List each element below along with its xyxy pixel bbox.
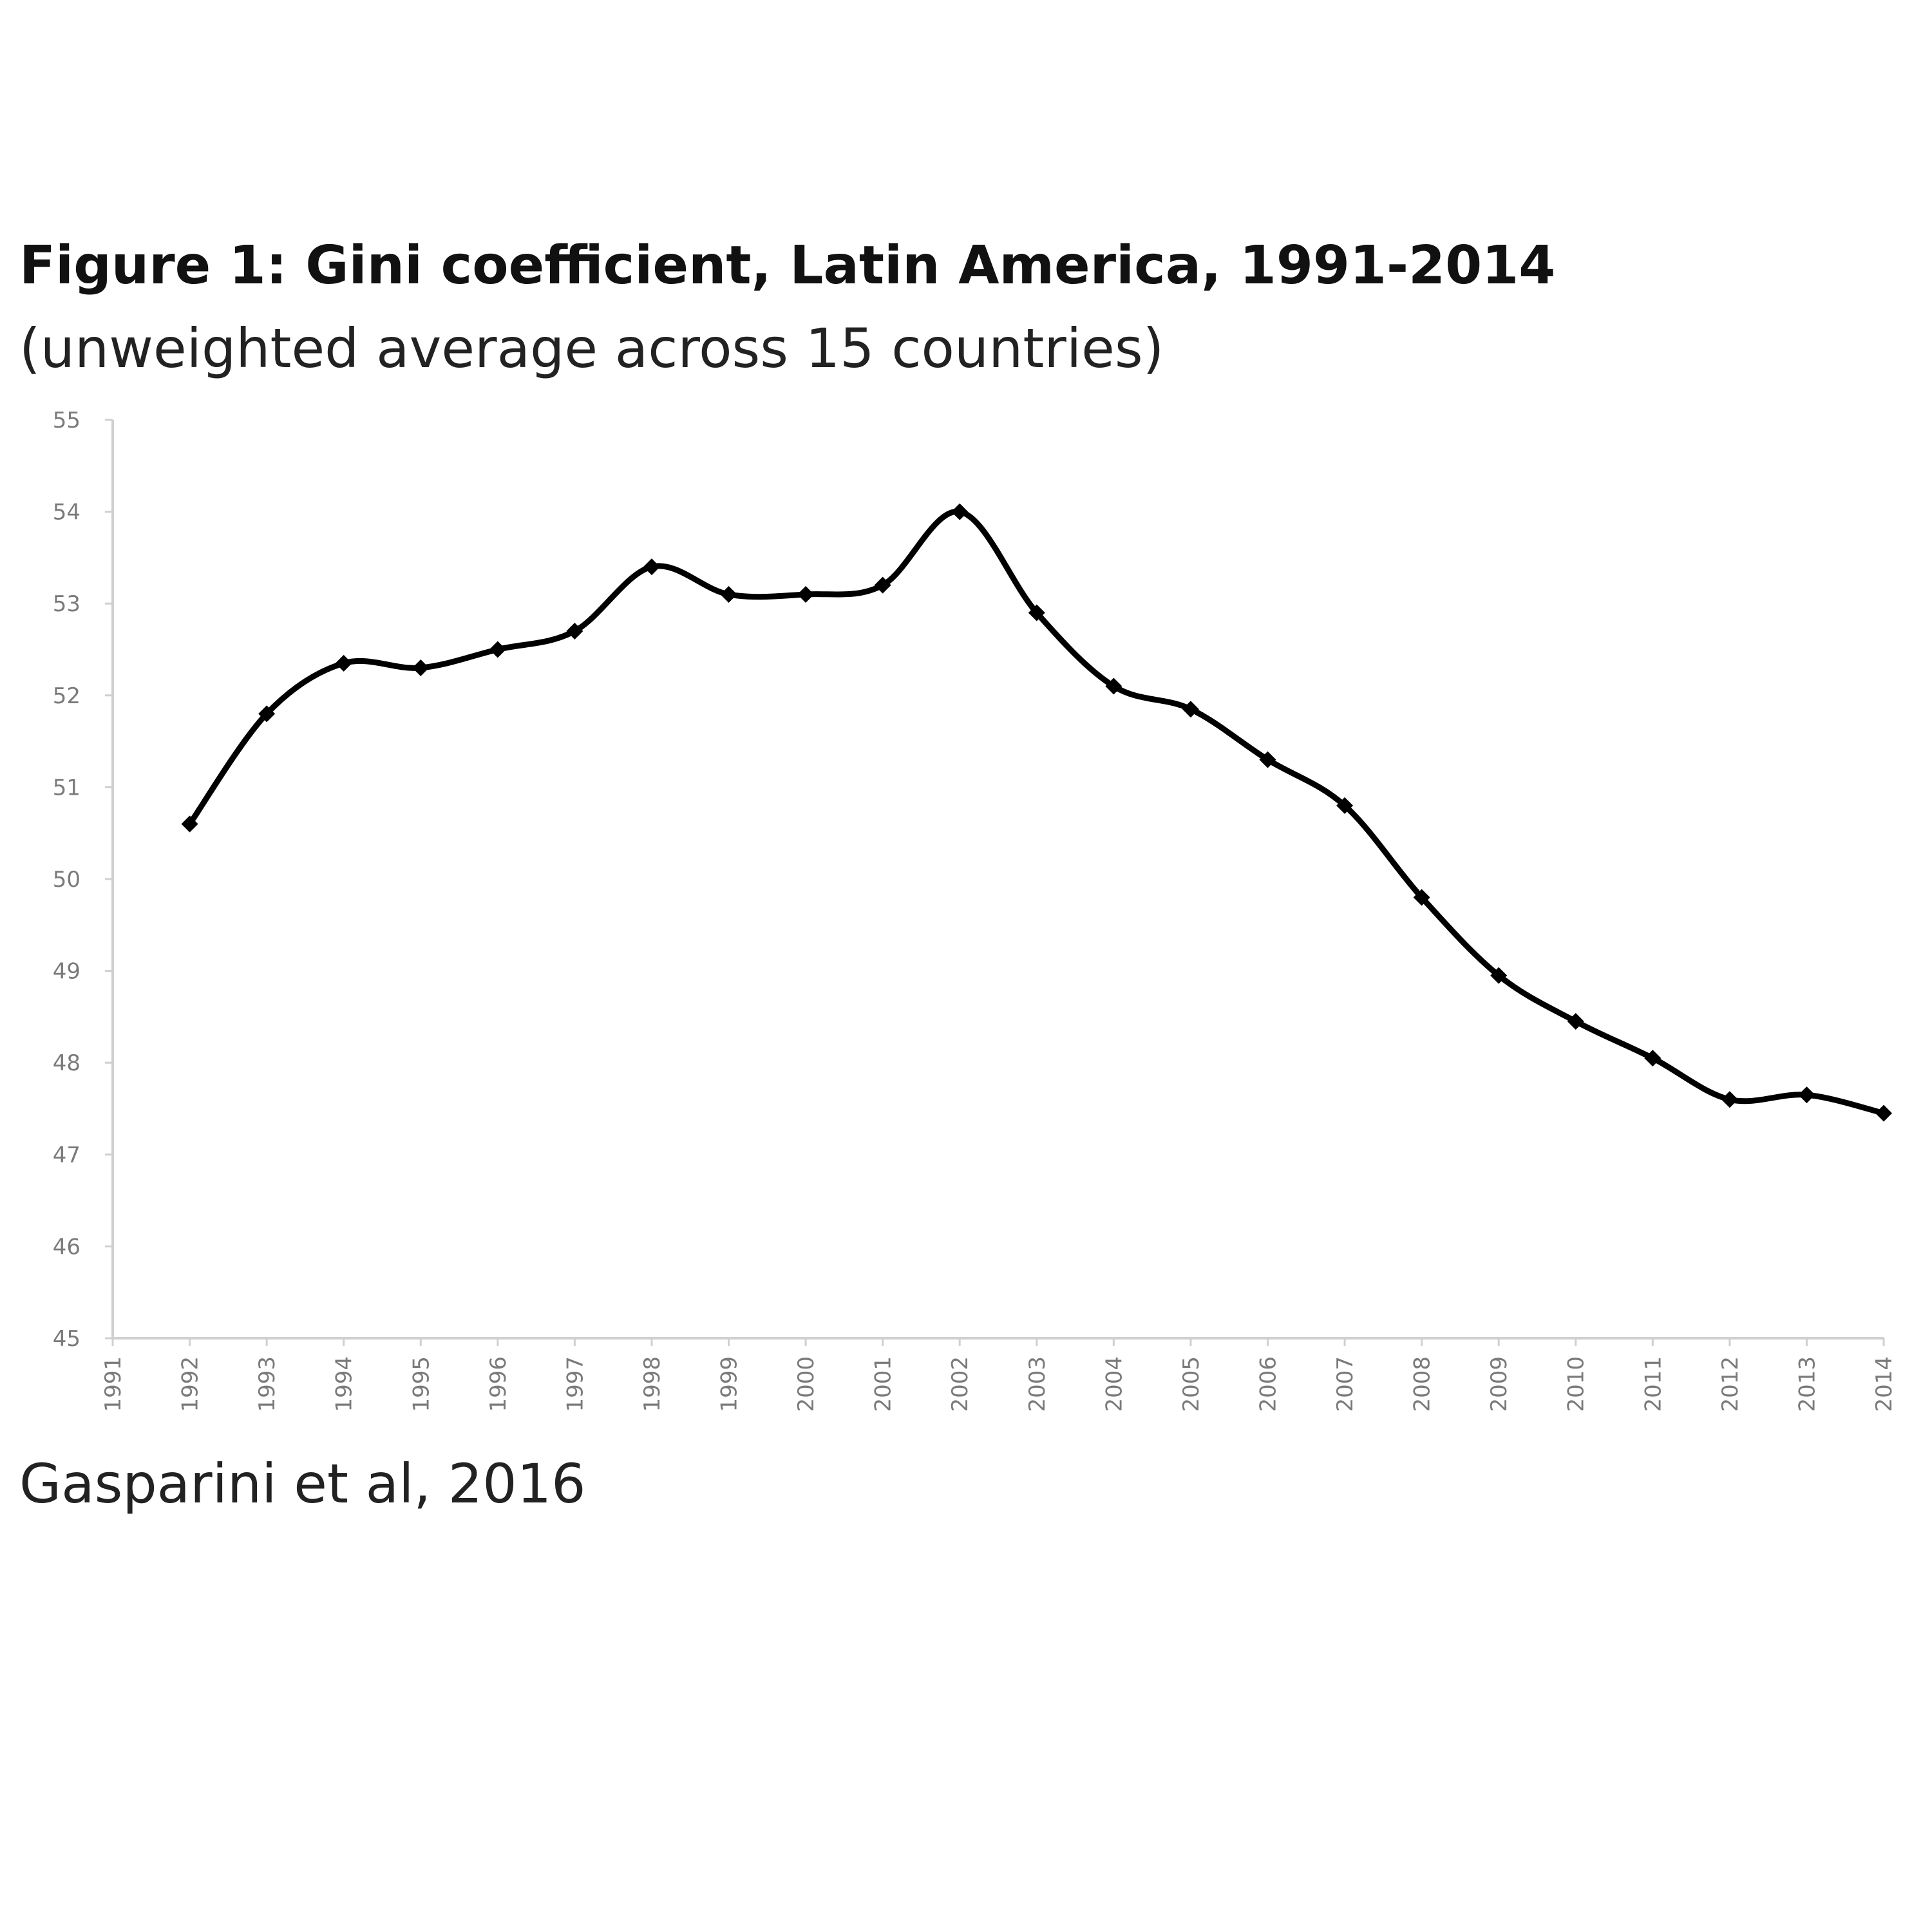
data-point-marker (1105, 677, 1122, 695)
data-point-marker (1567, 1013, 1584, 1030)
data-point-marker (1259, 751, 1276, 768)
x-tick-label: 2001 (871, 1356, 896, 1412)
data-point-marker (1490, 967, 1508, 984)
series-line (187, 509, 1887, 1117)
chart-title: Figure 1: Gini coefficient, Latin Americ… (19, 235, 1556, 296)
data-point-marker (181, 815, 198, 833)
chart-source: Gasparini et al, 2016 (19, 1452, 586, 1515)
data-point-marker (951, 503, 969, 520)
y-tick-label: 49 (53, 959, 80, 985)
x-tick-label: 1997 (562, 1356, 588, 1412)
data-point-marker (566, 622, 583, 639)
data-point-marker (412, 659, 430, 677)
x-tick-label: 1996 (486, 1356, 511, 1412)
x-tick-label: 2007 (1332, 1356, 1358, 1412)
series-lines (187, 509, 1887, 1117)
x-tick-label: 1995 (408, 1356, 434, 1412)
x-tick-label: 2003 (1025, 1356, 1050, 1412)
x-tick-label: 1993 (254, 1356, 280, 1412)
data-point-marker (643, 558, 660, 576)
x-tick-label: 2009 (1486, 1356, 1512, 1412)
data-point-marker (335, 654, 352, 672)
y-tick-label: 55 (53, 408, 80, 433)
x-tick-label: 2014 (1871, 1356, 1897, 1412)
x-axis-ticks: 1991 1992 1993 1994 1995 1996 1997 1998 1999 2000… (100, 1338, 1897, 1412)
y-tick-label: 45 (53, 1326, 80, 1352)
x-tick-label: 2011 (1640, 1356, 1666, 1412)
x-tick-label: 2002 (947, 1356, 973, 1412)
y-tick-label: 54 (53, 500, 80, 526)
x-tick-label: 1999 (717, 1356, 743, 1412)
y-tick-label: 51 (53, 775, 80, 800)
data-point-marker (258, 705, 276, 723)
data-point-marker (489, 641, 506, 658)
x-tick-label: 2013 (1794, 1356, 1820, 1412)
x-tick-label: 1992 (178, 1356, 204, 1412)
data-point-marker (797, 585, 815, 603)
data-point-marker (1721, 1091, 1738, 1108)
chart-subtitle: (unweighted average across 15 countries) (19, 317, 1164, 380)
y-axis-ticks: 45 46 47 48 49 50 51 52 53 54 55 (53, 408, 113, 1352)
x-tick-label: 2004 (1101, 1356, 1127, 1412)
x-tick-label: 2008 (1410, 1356, 1435, 1412)
data-point-marker (1413, 889, 1430, 906)
data-point-marker (874, 576, 891, 594)
data-point-marker (1644, 1050, 1662, 1067)
x-tick-label: 2012 (1718, 1356, 1743, 1412)
y-tick-label: 47 (53, 1142, 80, 1168)
x-tick-label: 2006 (1255, 1356, 1281, 1412)
data-point-marker (720, 585, 737, 603)
data-point-marker (1182, 701, 1199, 718)
data-point-marker (1336, 797, 1354, 814)
y-tick-label: 50 (53, 867, 80, 893)
y-tick-label: 46 (53, 1234, 80, 1260)
x-tick-label: 1994 (332, 1356, 357, 1412)
y-tick-label: 52 (53, 683, 80, 709)
x-tick-label: 2005 (1179, 1356, 1204, 1412)
series-markers (181, 503, 1892, 1122)
x-tick-label: 1991 (100, 1356, 126, 1412)
y-tick-label: 53 (53, 591, 80, 617)
x-tick-label: 2000 (793, 1356, 819, 1412)
x-tick-label: 1998 (639, 1356, 665, 1412)
x-tick-label: 2010 (1564, 1356, 1589, 1412)
y-tick-label: 48 (53, 1050, 80, 1076)
data-point-marker (1028, 604, 1045, 621)
data-point-marker (1875, 1104, 1892, 1122)
data-point-marker (1798, 1086, 1815, 1104)
